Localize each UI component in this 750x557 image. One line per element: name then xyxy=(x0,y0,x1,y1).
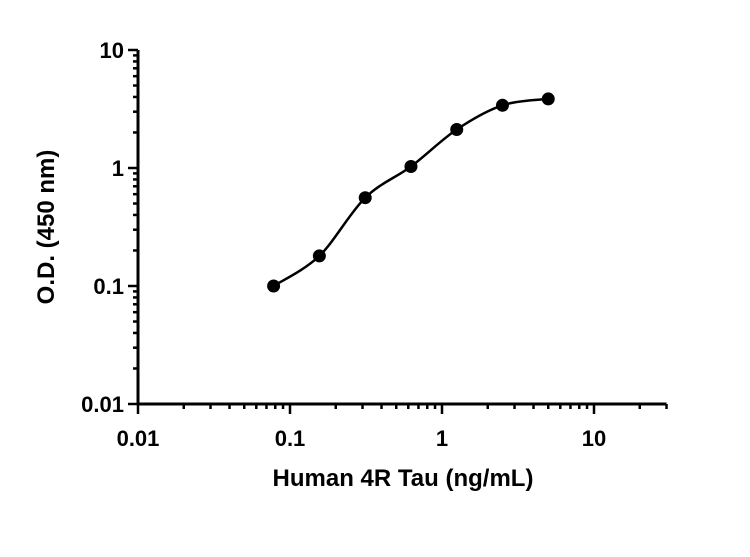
data-point xyxy=(358,191,372,205)
data-point xyxy=(267,279,281,293)
axes xyxy=(128,48,668,414)
data-point xyxy=(404,159,418,173)
x-tick-label: 1 xyxy=(436,426,448,451)
tick-labels: 0.01 0.1 1 10 0.01 0.1 1 10 xyxy=(81,38,606,451)
x-axis-label: Human 4R Tau (ng/mL) xyxy=(273,465,534,492)
y-tick-label: 10 xyxy=(100,38,124,63)
y-axis-label: O.D. (450 nm) xyxy=(33,150,60,305)
y-tick-label: 0.1 xyxy=(93,274,124,299)
data-point xyxy=(450,122,464,136)
data-points xyxy=(267,92,555,293)
data-point xyxy=(541,92,555,106)
y-tick-label: 1 xyxy=(112,156,124,181)
x-tick-label: 0.1 xyxy=(275,426,306,451)
data-point xyxy=(312,249,326,263)
x-tick-label: 0.01 xyxy=(117,426,160,451)
x-tick-label: 10 xyxy=(582,426,606,451)
data-point xyxy=(495,98,509,112)
y-tick-label: 0.01 xyxy=(81,392,124,417)
